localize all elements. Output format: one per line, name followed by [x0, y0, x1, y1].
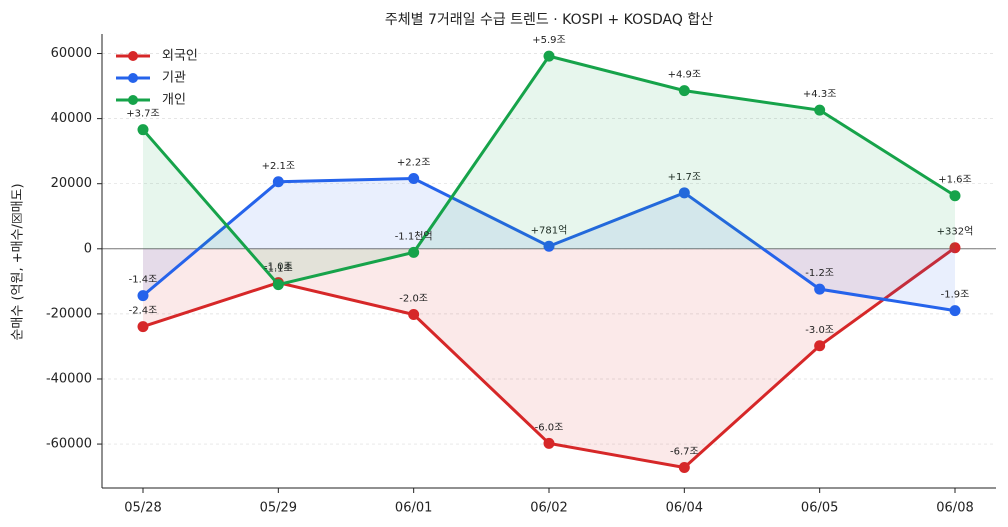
value-label: +4.3조	[803, 89, 836, 100]
legend-label: 외국인	[162, 49, 198, 64]
point	[814, 283, 826, 295]
point	[137, 290, 149, 302]
legend-label: 기관	[162, 71, 186, 86]
y-tick-label: 40000	[51, 111, 92, 126]
point	[543, 50, 555, 62]
value-label: -3.0조	[805, 325, 834, 336]
x-tick-label: 06/08	[936, 501, 973, 516]
y-axis-label: 순매수 (억원, +매수/☒매도)	[11, 183, 26, 340]
point	[543, 240, 555, 252]
y-tick-label: 60000	[51, 46, 92, 61]
value-label: +781억	[531, 224, 568, 236]
value-label: +2.1조	[262, 161, 295, 172]
value-label: -6.0조	[535, 422, 564, 433]
x-tick-label: 06/05	[801, 501, 838, 516]
point	[408, 172, 420, 184]
x-tick-label: 05/28	[124, 501, 161, 516]
point	[272, 279, 284, 291]
value-label: -1.0조	[264, 262, 293, 273]
y-tick-label: 20000	[51, 176, 92, 191]
value-label: -1.1천억	[395, 230, 433, 242]
value-label: -1.9조	[941, 290, 970, 301]
area	[143, 56, 955, 285]
value-label: +332억	[937, 226, 974, 238]
point	[678, 461, 690, 473]
point	[137, 321, 149, 333]
x-tick-label: 06/04	[666, 501, 703, 516]
value-label: -1.4조	[129, 275, 158, 286]
value-label: -2.0조	[399, 294, 428, 305]
legend-marker	[128, 95, 138, 105]
y-tick-label: -60000	[46, 437, 92, 452]
value-label: +4.9조	[668, 70, 701, 81]
y-tick-label: -20000	[46, 306, 92, 321]
value-label: -6.7조	[670, 446, 699, 457]
value-label: +1.7조	[668, 172, 701, 183]
x-tick-label: 05/29	[260, 501, 297, 516]
point	[814, 340, 826, 352]
y-tick-label: 0	[84, 241, 92, 256]
chart-title: 주체별 7거래일 수급 트렌드 · KOSPI + KOSDAQ 합산	[385, 12, 713, 28]
point	[408, 246, 420, 258]
point	[678, 85, 690, 97]
value-label: -1.2조	[805, 268, 834, 279]
value-label: +2.2조	[397, 157, 430, 168]
value-label: +5.9조	[532, 35, 565, 46]
y-tick-label: -40000	[46, 371, 92, 386]
value-label: -2.4조	[129, 306, 158, 317]
value-label: +3.7조	[126, 109, 159, 120]
area	[143, 178, 955, 311]
value-label: +1.6조	[938, 175, 971, 186]
point	[678, 187, 690, 199]
point	[949, 305, 961, 317]
point	[949, 190, 961, 202]
point	[814, 104, 826, 116]
legend-label: 개인	[162, 93, 186, 108]
legend-marker	[128, 51, 138, 61]
point	[543, 437, 555, 449]
x-tick-label: 06/02	[530, 501, 567, 516]
point	[408, 309, 420, 321]
x-tick-label: 06/01	[395, 501, 432, 516]
point	[137, 124, 149, 136]
value-label: -1.1조	[264, 264, 293, 275]
legend-marker	[128, 73, 138, 83]
area	[143, 247, 955, 468]
point	[272, 176, 284, 188]
point	[949, 242, 961, 254]
